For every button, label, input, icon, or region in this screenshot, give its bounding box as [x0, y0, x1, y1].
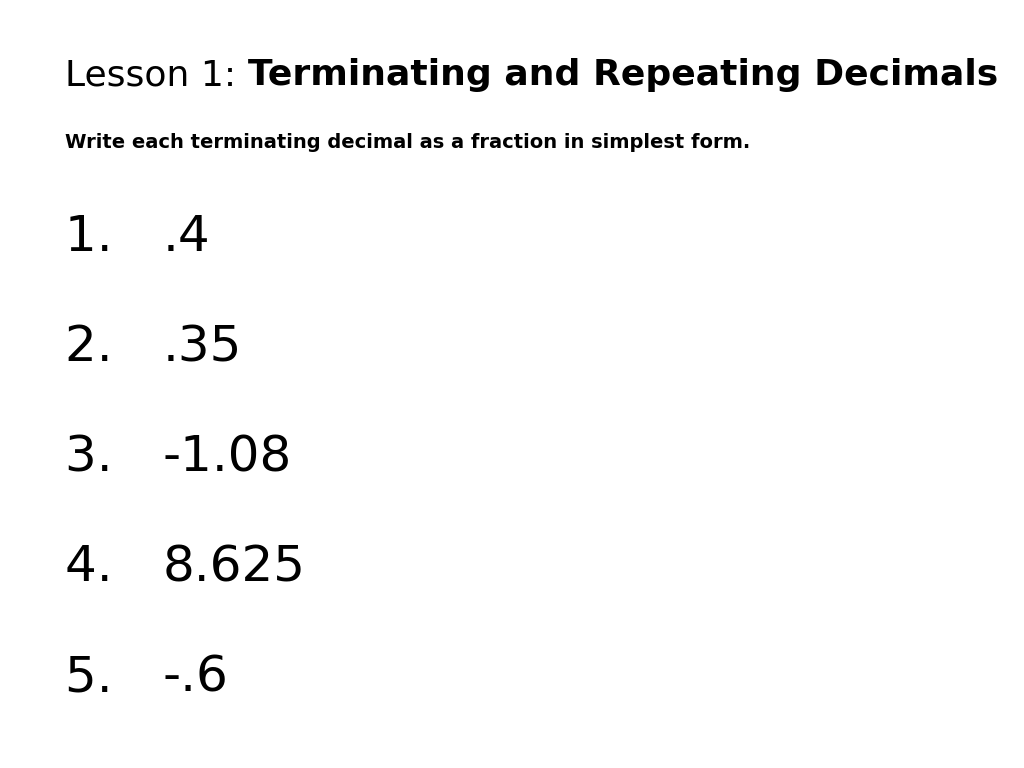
Text: Terminating and Repeating Decimals: Terminating and Repeating Decimals — [248, 58, 997, 92]
Text: 1.: 1. — [65, 213, 144, 261]
Text: 4.: 4. — [65, 543, 144, 591]
Text: .4: .4 — [163, 213, 210, 261]
Text: 5.: 5. — [65, 653, 144, 701]
Text: Write each terminating decimal as a fraction in simplest form.: Write each terminating decimal as a frac… — [65, 133, 751, 152]
Text: -.6: -.6 — [163, 653, 228, 701]
Text: -1.08: -1.08 — [163, 433, 292, 481]
Text: Lesson 1:: Lesson 1: — [65, 58, 248, 92]
Text: 8.625: 8.625 — [163, 543, 305, 591]
Text: 3.: 3. — [65, 433, 144, 481]
Text: 2.: 2. — [65, 323, 144, 371]
Text: .35: .35 — [163, 323, 242, 371]
